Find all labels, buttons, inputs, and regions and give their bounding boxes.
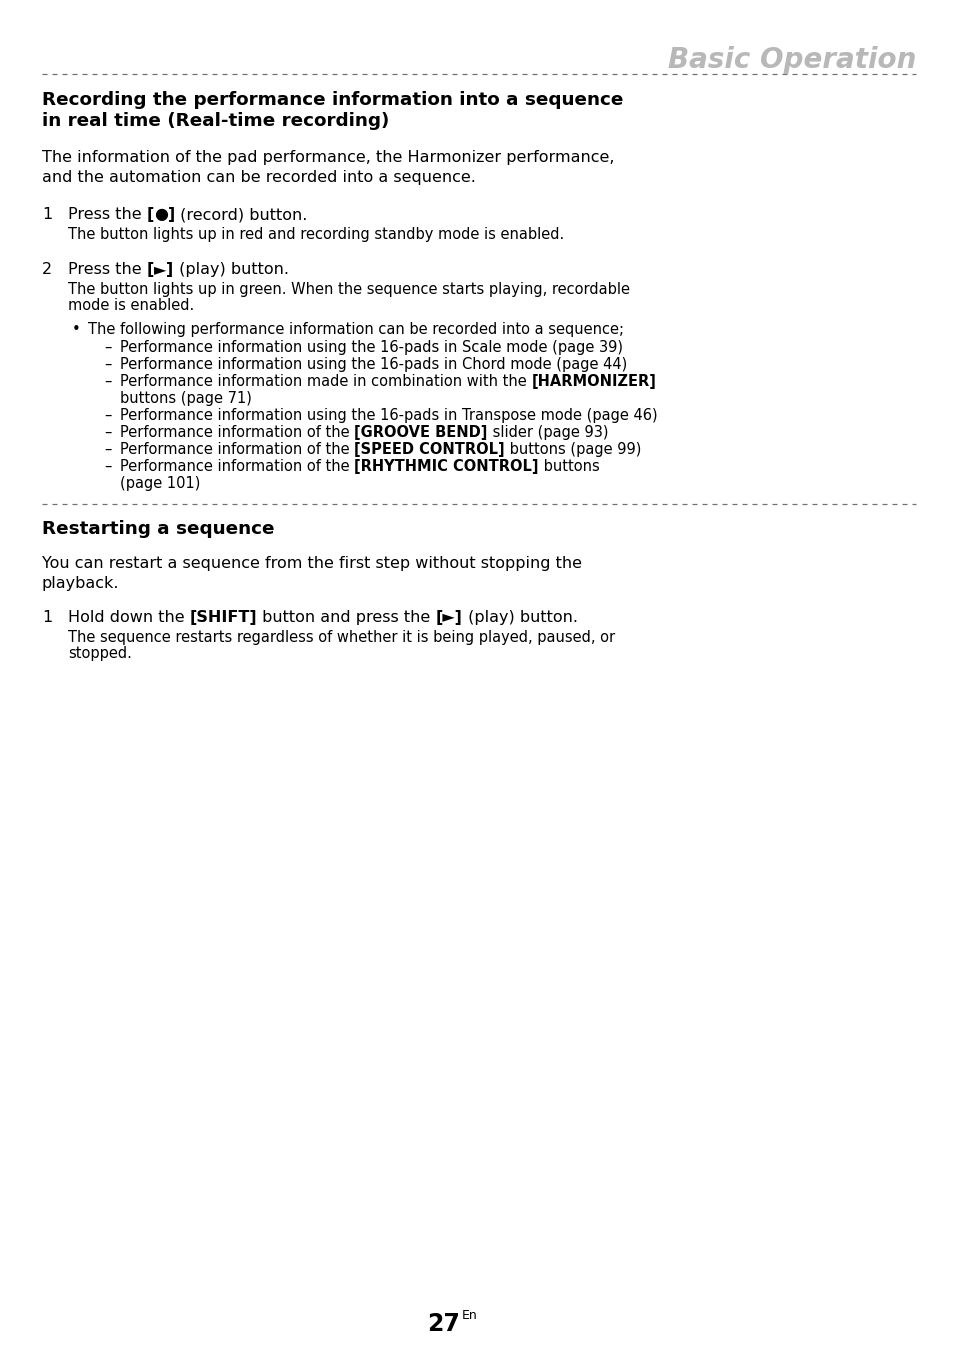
Text: Performance information using the 16-pads in Transpose mode (page 46): Performance information using the 16-pad… <box>120 408 657 423</box>
Text: 1: 1 <box>42 208 52 222</box>
Text: in real time (Real-time recording): in real time (Real-time recording) <box>42 112 389 129</box>
Text: Hold down the: Hold down the <box>68 611 190 625</box>
Text: En: En <box>461 1309 477 1322</box>
Text: buttons: buttons <box>538 460 598 474</box>
Text: (record) button.: (record) button. <box>175 208 308 222</box>
Text: Press the: Press the <box>68 208 147 222</box>
Text: Restarting a sequence: Restarting a sequence <box>42 520 274 538</box>
Text: [SHIFT]: [SHIFT] <box>190 611 257 625</box>
Text: [SPEED CONTROL]: [SPEED CONTROL] <box>354 442 504 457</box>
Text: –: – <box>104 408 112 423</box>
Text: (play) button.: (play) button. <box>173 262 289 276</box>
Text: You can restart a sequence from the first step without stopping the: You can restart a sequence from the firs… <box>42 555 581 572</box>
Text: button and press the: button and press the <box>257 611 436 625</box>
Text: buttons (page 71): buttons (page 71) <box>120 391 252 406</box>
Text: (play) button.: (play) button. <box>462 611 577 625</box>
Text: 1: 1 <box>42 611 52 625</box>
Text: playback.: playback. <box>42 576 119 590</box>
Text: (page 101): (page 101) <box>120 476 200 491</box>
Text: Performance information using the 16-pads in Chord mode (page 44): Performance information using the 16-pad… <box>120 357 626 372</box>
Text: Performance information of the: Performance information of the <box>120 460 354 474</box>
Text: Recording the performance information into a sequence: Recording the performance information in… <box>42 92 622 109</box>
Text: [►]: [►] <box>436 611 462 625</box>
Text: –: – <box>104 373 112 390</box>
Text: 27: 27 <box>427 1312 459 1336</box>
Text: The following performance information can be recorded into a sequence;: The following performance information ca… <box>88 322 623 337</box>
Text: [GROOVE BEND]: [GROOVE BEND] <box>354 425 487 439</box>
Text: The sequence restarts regardless of whether it is being played, paused, or: The sequence restarts regardless of whet… <box>68 630 615 644</box>
Text: ]: ] <box>166 262 173 276</box>
Text: ●: ● <box>154 208 168 222</box>
Text: and the automation can be recorded into a sequence.: and the automation can be recorded into … <box>42 170 476 185</box>
Text: The information of the pad performance, the Harmonizer performance,: The information of the pad performance, … <box>42 150 614 164</box>
Text: [HARMONIZER]: [HARMONIZER] <box>531 373 656 390</box>
Text: ►: ► <box>154 262 166 276</box>
Text: –: – <box>104 460 112 474</box>
Text: buttons (page 99): buttons (page 99) <box>504 442 640 457</box>
Text: stopped.: stopped. <box>68 646 132 661</box>
Text: •: • <box>71 322 81 337</box>
Text: –: – <box>104 340 112 355</box>
Text: ]: ] <box>168 208 175 222</box>
Text: Basic Operation: Basic Operation <box>667 46 915 74</box>
Text: The button lights up in red and recording standby mode is enabled.: The button lights up in red and recordin… <box>68 226 563 243</box>
Text: Performance information of the: Performance information of the <box>120 425 354 439</box>
Text: [: [ <box>147 262 154 276</box>
Text: The button lights up in green. When the sequence starts playing, recordable: The button lights up in green. When the … <box>68 282 629 297</box>
Text: [RHYTHMIC CONTROL]: [RHYTHMIC CONTROL] <box>354 460 538 474</box>
Text: mode is enabled.: mode is enabled. <box>68 298 194 313</box>
Text: –: – <box>104 357 112 372</box>
Text: –: – <box>104 425 112 439</box>
Text: –: – <box>104 442 112 457</box>
Text: slider (page 93): slider (page 93) <box>487 425 607 439</box>
Text: Performance information using the 16-pads in Scale mode (page 39): Performance information using the 16-pad… <box>120 340 622 355</box>
Text: Performance information made in combination with the: Performance information made in combinat… <box>120 373 531 390</box>
Text: Performance information of the: Performance information of the <box>120 442 354 457</box>
Text: [: [ <box>147 208 154 222</box>
Text: Press the: Press the <box>68 262 147 276</box>
Text: 2: 2 <box>42 262 52 276</box>
